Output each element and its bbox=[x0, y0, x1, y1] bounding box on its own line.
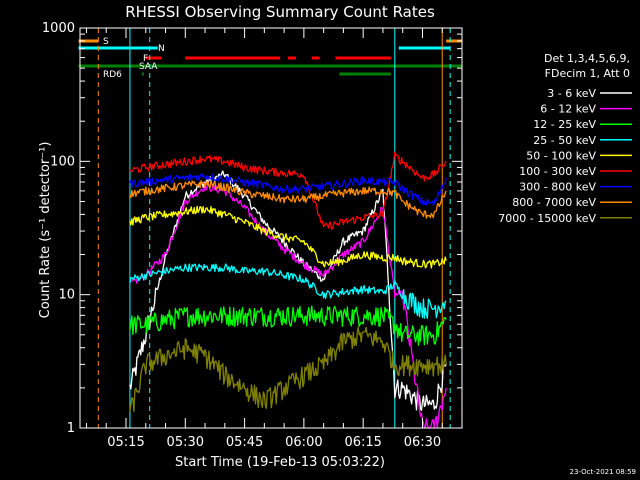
legend-label: 800 - 7000 keV bbox=[512, 196, 596, 209]
series-line bbox=[129, 263, 447, 319]
chart-title: RHESSI Observing Summary Count Rates bbox=[125, 3, 435, 21]
x-axis-label: Start Time (19-Feb-13 05:03:22) bbox=[175, 455, 385, 470]
y-tick-label: 10 bbox=[58, 288, 75, 303]
series-line bbox=[129, 182, 447, 429]
flag-label-f: F bbox=[143, 54, 148, 64]
x-axis-ticks: 05:15 05:30 05:45 06:00 06:15 06:30 bbox=[85, 28, 463, 450]
legend-label: 7000 - 15000 keV bbox=[498, 212, 596, 225]
legend-label: 3 - 6 keV bbox=[547, 87, 596, 100]
x-tick-label: 05:45 bbox=[226, 435, 263, 450]
series-line bbox=[129, 173, 447, 206]
legend: Det 1,3,4,5,6,9, FDecim 1, Att 0 3 - 6 keV… bbox=[498, 52, 632, 225]
flag-label-n: N bbox=[158, 44, 165, 54]
legend-label: 25 - 50 keV bbox=[533, 134, 596, 147]
legend-label: 6 - 12 keV bbox=[540, 103, 596, 116]
y-axis-ticks: 1 10 100 1000 bbox=[42, 21, 462, 436]
series-line bbox=[129, 305, 447, 346]
legend-label: 300 - 800 keV bbox=[519, 181, 596, 194]
flag-label-rd6: RD6 bbox=[103, 70, 122, 80]
x-tick-label: 06:30 bbox=[404, 435, 441, 450]
legend-label: 100 - 300 keV bbox=[519, 165, 596, 178]
plot-frame bbox=[79, 27, 463, 429]
series-line bbox=[129, 180, 447, 219]
x-tick-label: 06:00 bbox=[285, 435, 322, 450]
legend-label: 50 - 100 keV bbox=[526, 149, 596, 162]
x-tick-label: 05:15 bbox=[107, 435, 144, 450]
y-tick-label: 100 bbox=[50, 154, 75, 169]
y-tick-label: 1000 bbox=[42, 21, 75, 36]
count-rate-series bbox=[129, 151, 447, 429]
y-axis-label: Count Rate (s⁻¹ detector⁻¹) bbox=[38, 142, 53, 319]
x-tick-label: 05:30 bbox=[167, 435, 204, 450]
y-tick-label: 1 bbox=[67, 421, 75, 436]
series-line bbox=[129, 151, 447, 230]
timestamp: 23-Oct-2021 08:59 bbox=[570, 468, 636, 476]
legend-label: 12 - 25 keV bbox=[533, 118, 596, 131]
x-tick-label: 06:15 bbox=[344, 435, 381, 450]
flag-label-s: S bbox=[103, 37, 109, 47]
legend-header: Det 1,3,4,5,6,9, bbox=[544, 52, 630, 65]
series-line bbox=[129, 205, 447, 269]
legend-header: FDecim 1, Att 0 bbox=[545, 67, 630, 80]
series-line bbox=[129, 326, 447, 412]
flag-label-saa: SAA bbox=[139, 62, 158, 72]
